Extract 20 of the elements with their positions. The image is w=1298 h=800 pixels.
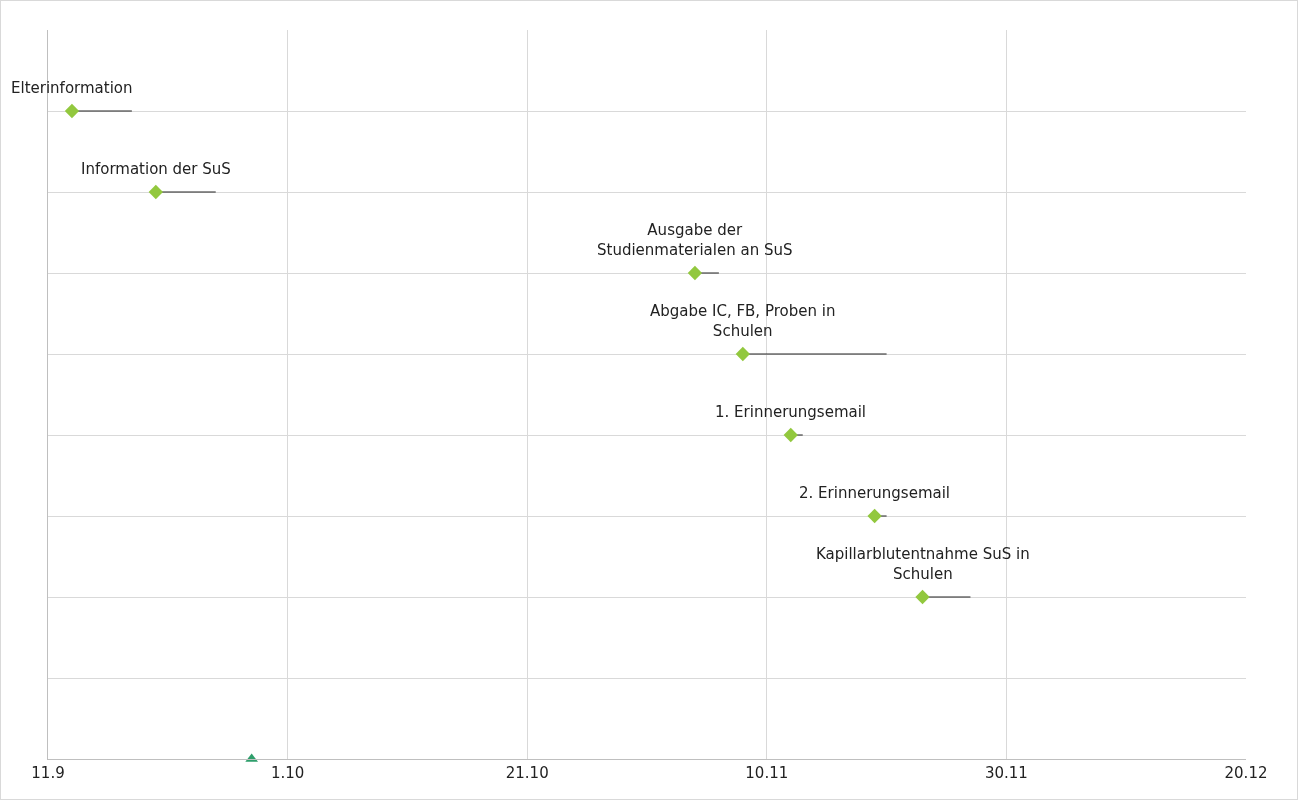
point	[867, 508, 882, 524]
x-tick-label: 21.10	[505, 764, 549, 782]
point	[783, 427, 798, 443]
annotation: Ausgabe der Studienmaterialen an SuS	[597, 221, 793, 259]
x-tick-label: 1.10	[270, 764, 305, 782]
point	[915, 589, 930, 605]
point	[64, 103, 80, 119]
annotation: Abgabe IC, FB, Proben in Schulen	[650, 302, 836, 340]
x-tick-label: 11.9	[31, 764, 65, 782]
point	[148, 184, 163, 200]
annotation: Information der SuS	[81, 160, 231, 178]
x-tick-label: 20.12	[1224, 764, 1268, 782]
point	[735, 346, 750, 362]
annotation: 1. Erinnerungsemail	[715, 403, 867, 421]
annotation: Elterinformation	[11, 79, 133, 97]
x-tick-label: 10.11	[745, 764, 789, 782]
x-tick-label: 30.11	[984, 764, 1028, 782]
annotation: 2. Erinnerungsemail	[799, 484, 951, 502]
annotation: Kapillarblutentnahme SuS in Schulen	[816, 545, 1030, 583]
point	[687, 265, 703, 281]
